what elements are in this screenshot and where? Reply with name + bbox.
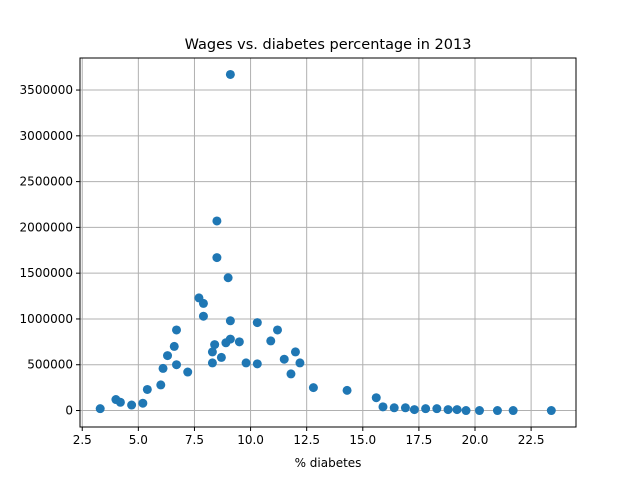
- y-tick-label: 2500000: [20, 175, 73, 189]
- x-tick-label: 15.0: [349, 433, 376, 447]
- x-axis-label: % diabetes: [295, 456, 362, 470]
- scatter-point: [223, 273, 233, 283]
- grid-lines: [80, 58, 576, 427]
- scatter-point: [461, 406, 471, 416]
- scatter-point: [389, 403, 399, 413]
- scatter-point: [207, 347, 217, 357]
- scatter-point: [95, 404, 105, 414]
- x-tick-label: 17.5: [406, 433, 433, 447]
- scatter-point: [492, 406, 502, 416]
- scatter-point: [421, 404, 431, 414]
- scatter-point: [290, 347, 300, 357]
- y-tick-label: 2000000: [20, 220, 73, 234]
- scatter-point: [409, 405, 419, 415]
- chart-title: Wages vs. diabetes percentage in 2013: [185, 37, 472, 53]
- scatter-point: [474, 406, 484, 416]
- scatter-points: [95, 69, 556, 416]
- scatter-point: [286, 369, 296, 379]
- scatter-point: [252, 359, 262, 369]
- scatter-point: [241, 358, 251, 368]
- scatter-point: [198, 298, 208, 308]
- x-tick-label: 2.5: [73, 433, 92, 447]
- scatter-point: [212, 253, 222, 263]
- scatter-point: [138, 398, 148, 408]
- scatter-point: [225, 69, 235, 79]
- scatter-point: [172, 360, 182, 370]
- scatter-point: [295, 358, 305, 368]
- scatter-point: [198, 311, 208, 321]
- scatter-point: [207, 358, 217, 368]
- scatter-point: [158, 363, 168, 373]
- y-tick-label: 1000000: [20, 312, 73, 326]
- scatter-point: [210, 340, 220, 350]
- scatter-point: [127, 400, 137, 410]
- scatter-point: [378, 402, 388, 412]
- scatter-point: [252, 318, 262, 328]
- x-tick-label: 10.0: [237, 433, 264, 447]
- scatter-point: [371, 393, 381, 403]
- scatter-point: [163, 351, 173, 361]
- scatter-point: [400, 403, 410, 413]
- scatter-point: [142, 384, 152, 394]
- scatter-point: [342, 385, 352, 395]
- x-tick-label: 5.0: [129, 433, 148, 447]
- scatter-point: [308, 383, 318, 393]
- scatter-point: [169, 341, 179, 351]
- scatter-point: [212, 216, 222, 226]
- scatter-point: [546, 406, 556, 416]
- y-tick-label: 0: [65, 404, 73, 418]
- x-tick-label: 7.5: [185, 433, 204, 447]
- axis-ticks: 2.5 5.0 7.5 10.0 12.5 15.0 17.5 20.0 22.5 0 500000…: [20, 83, 545, 447]
- scatter-point: [183, 367, 193, 377]
- scatter-point: [156, 380, 166, 390]
- scatter-point: [508, 406, 518, 416]
- y-tick-label: 3000000: [20, 129, 73, 143]
- x-tick-label: 20.0: [462, 433, 489, 447]
- x-tick-label: 12.5: [293, 433, 320, 447]
- plot-area-frame: [79, 57, 577, 428]
- scatter-point: [452, 405, 462, 415]
- scatter-point: [172, 325, 182, 335]
- scatter-point: [216, 352, 226, 362]
- y-tick-label: 1500000: [20, 266, 73, 280]
- y-tick-label: 500000: [27, 358, 73, 372]
- scatter-point: [279, 354, 289, 364]
- x-tick-label: 22.5: [518, 433, 545, 447]
- scatter-point: [225, 316, 235, 326]
- y-tick-label: 3500000: [20, 83, 73, 97]
- scatter-point: [234, 337, 244, 347]
- scatter-point: [266, 336, 276, 346]
- scatter-point: [115, 397, 125, 407]
- scatter-point: [432, 404, 442, 414]
- scatter-point: [443, 405, 453, 415]
- scatter-point: [273, 325, 283, 335]
- scatter-point: [221, 338, 231, 348]
